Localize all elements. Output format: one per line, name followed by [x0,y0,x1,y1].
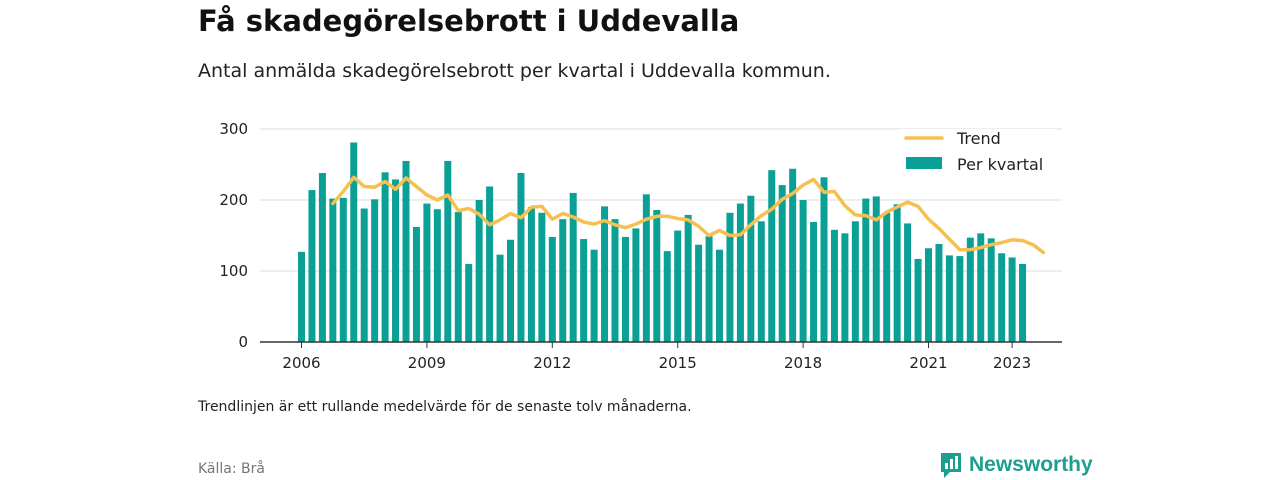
bar [684,214,692,342]
bar [601,206,609,342]
bar [590,249,598,342]
y-tick-label: 300 [219,120,248,138]
bar [768,170,776,342]
legend-bar-swatch [906,157,942,169]
x-tick-label: 2021 [909,354,947,372]
bar [757,221,765,342]
bar [507,239,514,342]
bar-series [298,142,1027,342]
newsworthy-logo[interactable]: Newsworthy [939,451,1093,479]
bar [747,195,755,342]
bar [736,203,744,342]
bar [810,222,818,342]
bar [872,196,880,342]
bar [392,179,400,342]
bar [663,251,671,342]
bar [465,263,473,342]
bar [402,160,410,342]
x-tick-label: 2023 [993,354,1031,372]
bar [883,212,891,342]
x-tick-label: 2015 [659,354,697,372]
x-axis-ticks: 2006 2009 2012 2015 2018 2021 2023 [282,342,1031,372]
bar [977,233,985,342]
x-tick-label: 2009 [408,354,446,372]
bar [841,233,849,342]
bar [1008,257,1016,342]
legend: Trend Per kvartal [898,129,1058,181]
bar [444,160,452,342]
y-tick-label: 100 [219,262,248,280]
bar [904,223,912,342]
footnote: Trendlinjen är ett rullande medelvärde f… [198,399,692,415]
bar [716,249,723,342]
bar [538,212,546,342]
bar [454,212,462,342]
x-tick-label: 2006 [282,354,320,372]
bar [705,236,713,342]
bar [726,212,734,342]
bar [611,219,619,342]
bar [621,236,629,342]
bar [987,238,995,342]
bar [851,221,859,342]
bar [893,204,901,342]
bar [517,173,525,342]
bar [360,208,368,342]
bar [799,200,807,342]
bar [632,228,640,342]
bar [318,173,326,342]
bar [820,177,828,342]
bar [559,219,567,342]
bar [569,192,577,342]
bar [298,251,305,342]
bar [956,256,964,342]
bar [914,258,922,342]
bar [548,236,556,342]
brand-name: Newsworthy [969,453,1093,476]
bar [423,203,431,342]
bar [830,229,838,342]
bar [674,230,682,342]
bar [527,207,535,342]
bar [308,190,316,342]
bar [789,168,797,342]
source-credit: Källa: Brå [198,461,265,477]
legend-bar-label: Per kvartal [957,155,1043,174]
chart-title: Få skadegörelsebrott i Uddevalla [198,4,740,38]
x-tick-label: 2012 [533,354,571,372]
bar [329,198,337,342]
bar [381,172,389,342]
bar [935,244,943,342]
bar [642,194,650,342]
bar [433,209,441,342]
bar [412,226,420,342]
chart-subtitle: Antal anmälda skadegörelsebrott per kvar… [198,60,831,82]
bar [339,197,347,342]
newsworthy-chat-icon [941,453,961,478]
bar [925,248,932,342]
bar [350,142,358,342]
bar [778,185,786,342]
bar [486,186,494,342]
bar [1019,263,1027,342]
bar [475,200,483,342]
bar [580,239,588,342]
bar [998,253,1006,342]
bar [496,254,504,342]
bar [371,199,379,342]
bar [695,244,703,342]
bar [945,255,953,342]
y-tick-label: 0 [238,333,248,351]
bar [862,198,870,342]
y-tick-label: 200 [219,191,248,209]
legend-trend-label: Trend [956,129,1001,148]
bar [966,237,974,342]
trend-line [331,175,1046,255]
y-axis-ticks: 0 100 200 300 [219,120,248,351]
bar [653,209,661,342]
x-tick-label: 2018 [784,354,822,372]
